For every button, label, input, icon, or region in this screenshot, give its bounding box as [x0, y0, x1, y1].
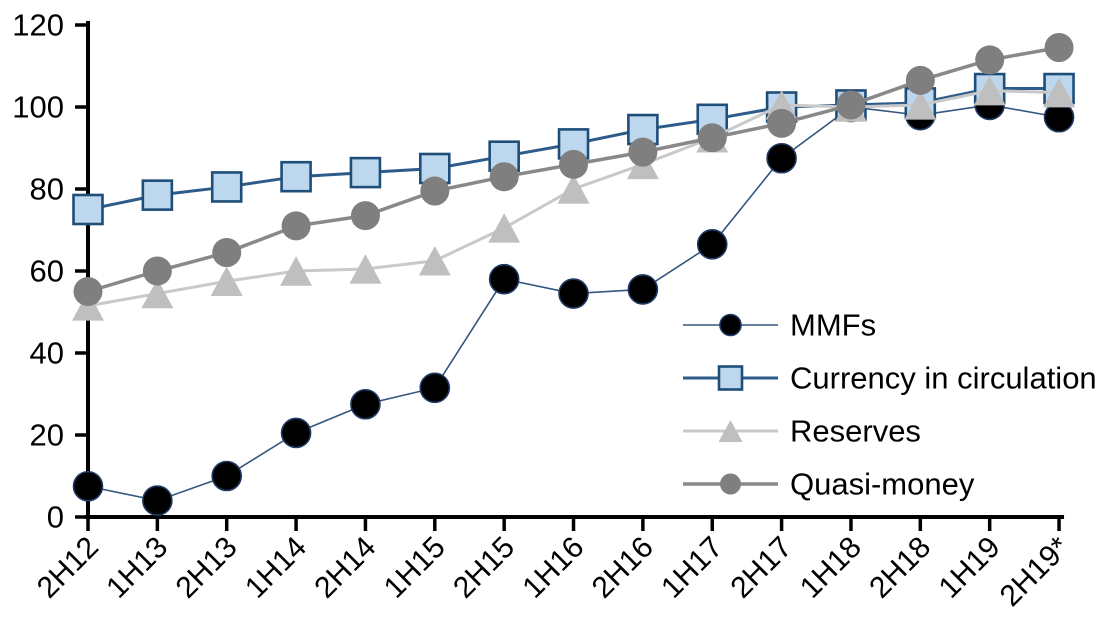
quasi-money-marker — [420, 176, 450, 206]
y-tick-label: 60 — [30, 254, 64, 289]
quasi-money-marker — [281, 211, 311, 241]
mmfs-marker — [419, 372, 451, 404]
y-tick-label: 80 — [30, 172, 64, 207]
x-tick-label: 1H14 — [239, 531, 313, 605]
currency-in-circulation-marker — [210, 171, 243, 203]
legend-label-currency-in-circulation: Currency in circulation — [790, 361, 1097, 396]
y-tick-label: 20 — [30, 418, 64, 453]
y-tick-label: 0 — [47, 500, 64, 535]
x-tick-label: 1H19 — [933, 531, 1007, 605]
reserves-marker — [718, 419, 743, 443]
quasi-money-marker — [720, 473, 741, 495]
quasi-money-marker — [1044, 33, 1074, 63]
legend-item-quasi-money: Quasi-money — [683, 467, 975, 502]
quasi-money-marker — [350, 201, 380, 231]
currency-in-circulation-marker — [488, 140, 520, 172]
legend-label-quasi-money: Quasi-money — [790, 467, 975, 502]
currency-in-circulation-marker — [72, 193, 104, 226]
currency-in-circulation-marker — [349, 156, 382, 189]
mmfs-marker — [280, 417, 312, 449]
reserves-marker — [141, 278, 174, 309]
quasi-money-marker — [697, 123, 727, 153]
reserves-marker — [904, 90, 937, 120]
y-tick-label: 100 — [12, 90, 64, 125]
currency-in-circulation-marker — [141, 179, 174, 211]
mmfs-marker — [211, 460, 243, 492]
reserves-marker — [210, 266, 243, 296]
quasi-money-marker — [767, 108, 797, 138]
quasi-money-marker — [559, 149, 589, 179]
legend: MMFs Currency in circulation Reserves Quasi… — [683, 308, 1097, 502]
mmfs-marker — [488, 263, 520, 295]
reserves-marker — [280, 256, 313, 286]
mmfs-marker — [72, 470, 104, 502]
x-tick-label: 1H15 — [378, 531, 452, 605]
x-tick-label: 2H12 — [31, 531, 105, 605]
mmfs-marker — [719, 313, 742, 337]
legend-item-mmfs: MMFs — [683, 308, 876, 343]
quasi-money-marker — [905, 65, 935, 95]
reserves-marker — [1043, 77, 1076, 108]
currency-in-circulation-marker — [717, 365, 744, 391]
x-tick-label: 2H13 — [170, 531, 244, 605]
y-tick-label: 40 — [30, 336, 64, 371]
x-tick-label: 2H14 — [308, 531, 382, 605]
legend-item-currency-in-circulation: Currency in circulation — [683, 361, 1097, 396]
x-tick-label: 2H19* — [994, 530, 1077, 613]
mmfs-marker — [627, 274, 659, 305]
x-tick-label: 2H15 — [447, 531, 521, 605]
quasi-money-marker — [975, 45, 1005, 75]
mmfs-marker — [558, 278, 589, 309]
quasi-money-marker — [142, 256, 172, 286]
quasi-money-marker — [73, 277, 103, 306]
quasi-money-marker — [489, 162, 519, 192]
reserves-marker — [349, 254, 382, 284]
mmfs-marker — [766, 142, 797, 174]
y-tick-label: 120 — [12, 8, 64, 43]
x-tick-label: 1H18 — [794, 531, 868, 605]
currency-in-circulation-marker — [280, 160, 312, 193]
x-tick-label: 2H18 — [863, 531, 937, 605]
legend-label-mmfs: MMFs — [790, 308, 876, 343]
reserves-marker — [557, 174, 590, 204]
series-quasi-money — [73, 33, 1074, 306]
reserves-marker — [488, 213, 521, 243]
mmfs-marker — [696, 229, 728, 260]
x-tick-label: 1H17 — [655, 531, 729, 605]
x-tick-label: 2H16 — [586, 531, 660, 605]
quasi-money-marker — [212, 238, 242, 268]
x-tick-label: 1H16 — [516, 531, 590, 605]
x-tick-label: 2H17 — [725, 531, 799, 605]
quasi-money-marker — [628, 137, 658, 167]
quasi-money-marker — [836, 90, 866, 120]
reserves-marker — [418, 246, 451, 276]
reserves-marker — [973, 75, 1006, 106]
mmfs-marker — [142, 485, 173, 516]
legend-item-reserves: Reserves — [683, 414, 921, 449]
legend-label-reserves: Reserves — [790, 414, 921, 449]
x-tick-label: 1H13 — [100, 531, 174, 605]
mmfs-marker — [350, 388, 381, 420]
